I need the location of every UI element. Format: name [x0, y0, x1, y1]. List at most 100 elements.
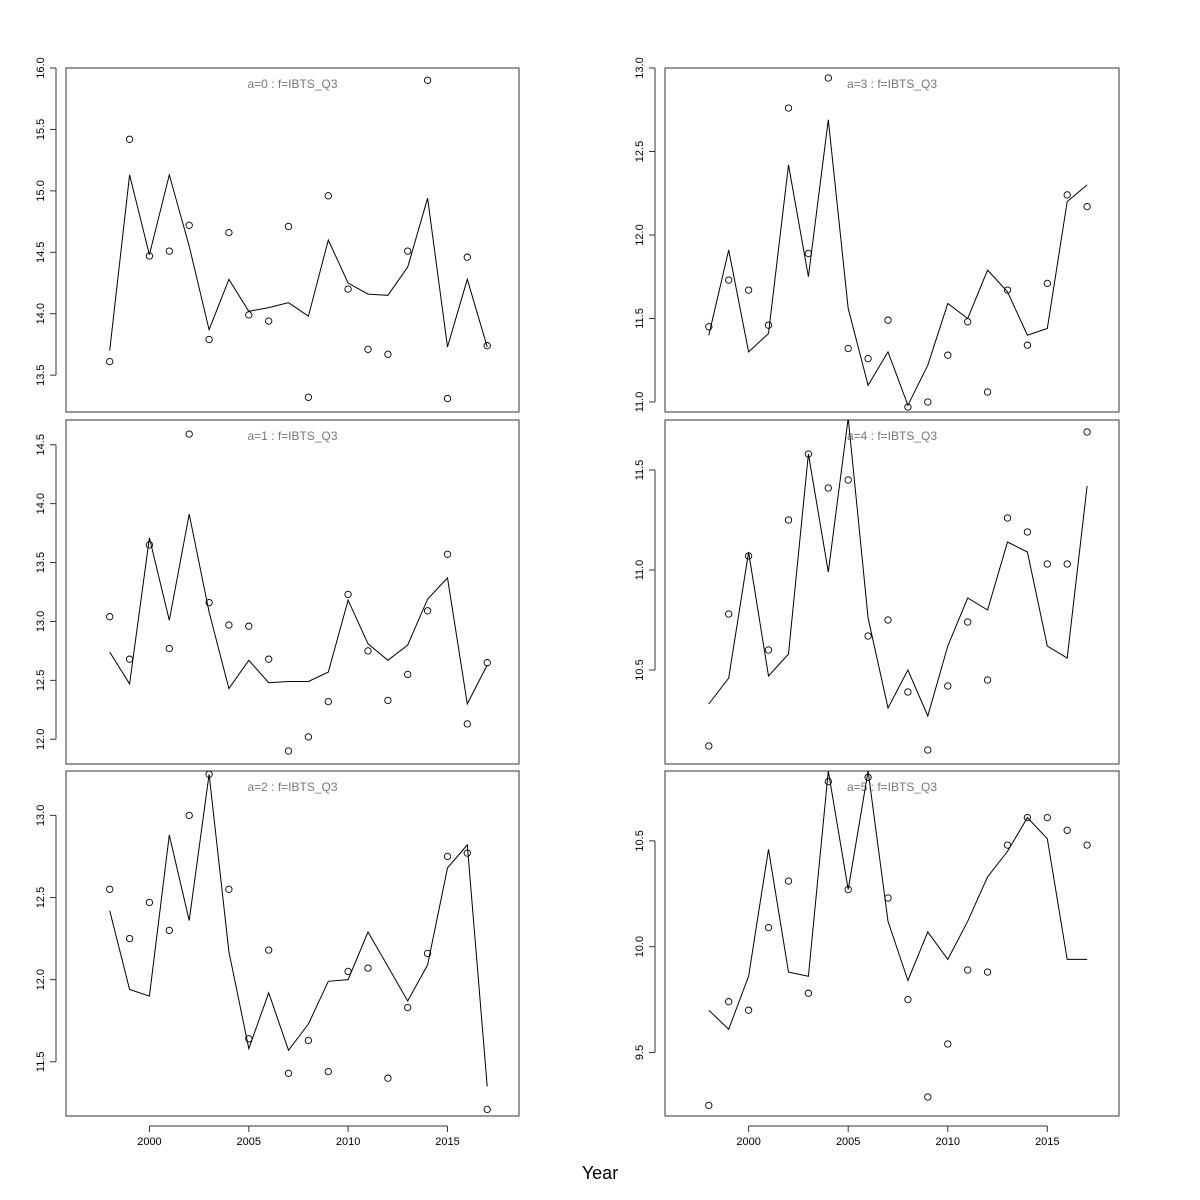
fitted-line	[708, 420, 1088, 718]
observed-point	[824, 777, 832, 786]
observed-point	[423, 949, 432, 958]
y-tick-label: 14.0	[35, 303, 47, 324]
y-tick-label: 13.0	[35, 805, 47, 826]
observed-point	[924, 746, 932, 754]
y-tick-label: 10.5	[634, 659, 646, 680]
observed-point	[384, 1074, 392, 1082]
observed-point	[844, 885, 852, 894]
observed-point	[423, 76, 432, 84]
observed-point	[1023, 341, 1032, 349]
observed-point	[884, 894, 892, 902]
panel-title: a=5 : f=IBTS_Q3	[847, 780, 937, 794]
observed-point	[125, 655, 134, 663]
fitted-line	[708, 119, 1088, 407]
observed-point	[443, 550, 452, 558]
observed-point	[165, 247, 173, 255]
observed-point	[106, 357, 114, 366]
observed-point	[185, 221, 193, 229]
x-tick-label: 2010	[936, 1136, 960, 1148]
y-tick-label: 13.0	[634, 57, 646, 78]
y-tick-label: 10.5	[634, 830, 646, 851]
observed-point	[284, 222, 293, 231]
observed-point	[225, 228, 233, 237]
observed-point	[725, 276, 733, 284]
observed-point	[304, 393, 313, 401]
observed-point	[904, 403, 912, 411]
observed-point	[106, 613, 114, 621]
y-tick-label: 11.5	[634, 308, 646, 329]
observed-point	[364, 964, 372, 972]
plot-area	[705, 74, 1091, 411]
observed-point	[1003, 514, 1012, 522]
observed-point	[744, 1006, 753, 1014]
y-tick-label: 9.5	[634, 1045, 646, 1060]
observed-point	[384, 350, 392, 358]
panel-2: a=1 : f=IBTS_Q3 12.0 12.5 13.0 13.5 14.0 14.5	[35, 419, 520, 765]
y-tick-label: 12.5	[35, 670, 47, 691]
observed-point	[705, 1101, 713, 1110]
panel-frame	[664, 67, 1120, 413]
y-tick-label: 13.5	[35, 364, 47, 385]
observed-point	[964, 966, 972, 974]
observed-point	[364, 345, 372, 353]
fitted-line	[109, 514, 488, 706]
x-axis-label: Year	[582, 1163, 618, 1183]
y-tick-label: 12.0	[35, 729, 47, 750]
observed-point	[265, 655, 273, 663]
observed-point	[864, 354, 872, 363]
observed-point	[1083, 202, 1091, 211]
observed-point	[744, 286, 753, 294]
y-tick-label: 14.0	[35, 493, 47, 514]
observed-point	[884, 316, 892, 324]
observed-point	[483, 342, 491, 350]
observed-point	[983, 968, 992, 976]
plot-area	[705, 420, 1091, 754]
observed-point	[844, 476, 852, 484]
observed-point	[125, 135, 134, 143]
panel-title: a=1 : f=IBTS_Q3	[247, 429, 337, 443]
observed-point	[784, 104, 793, 112]
y-tick-label: 13.5	[35, 552, 47, 573]
x-tick-label: 2000	[736, 1136, 760, 1148]
observed-point	[443, 852, 452, 861]
observed-point	[764, 646, 773, 654]
observed-point	[764, 321, 773, 329]
y-tick-label: 11.5	[35, 1051, 47, 1072]
x-tick-label: 2015	[1035, 1136, 1059, 1148]
observed-point	[983, 388, 992, 396]
observed-point	[924, 1093, 932, 1101]
observed-point	[404, 1003, 412, 1012]
panel-5: a=5 : f=IBTS_Q3 9.5 10.0 10.5 2000 2005 2010 20…	[634, 770, 1120, 1148]
observed-point	[725, 610, 733, 618]
x-tick-label: 2005	[237, 1136, 261, 1148]
observed-point	[904, 995, 912, 1004]
panel-title: a=3 : f=IBTS_Q3	[847, 77, 937, 91]
panel-4: a=2 : f=IBTS_Q3 11.5 12.0 12.5 13.0 2000 2005 2…	[35, 770, 520, 1148]
y-tick-label: 15.0	[35, 180, 47, 201]
observed-point	[1043, 279, 1051, 288]
panel-title: a=4 : f=IBTS_Q3	[847, 429, 937, 443]
observed-point	[384, 696, 392, 705]
observed-point	[1063, 191, 1071, 199]
observed-point	[423, 607, 432, 615]
observed-point	[784, 877, 793, 885]
panel-0: a=0 : f=IBTS_Q3 13.5 14.0 14.5 15.0 15.5 16.0	[35, 57, 520, 413]
observed-point	[483, 659, 491, 667]
y-tick-label: 16.0	[35, 57, 47, 78]
y-tick-label: 12.5	[35, 887, 47, 908]
observed-point	[324, 1067, 332, 1076]
y-tick-label: 12.0	[35, 969, 47, 990]
observed-point	[344, 285, 352, 293]
observed-point	[245, 311, 253, 319]
panel-frame	[65, 67, 520, 413]
observed-point	[904, 688, 912, 696]
y-tick-label: 12.5	[634, 141, 646, 162]
observed-point	[265, 946, 273, 954]
observed-point	[1063, 560, 1071, 568]
panel-title: a=2 : f=IBTS_Q3	[247, 780, 337, 794]
y-tick-label: 11.5	[634, 460, 646, 481]
observed-point	[1023, 813, 1032, 822]
observed-point	[483, 1105, 491, 1114]
observed-point	[165, 644, 173, 653]
